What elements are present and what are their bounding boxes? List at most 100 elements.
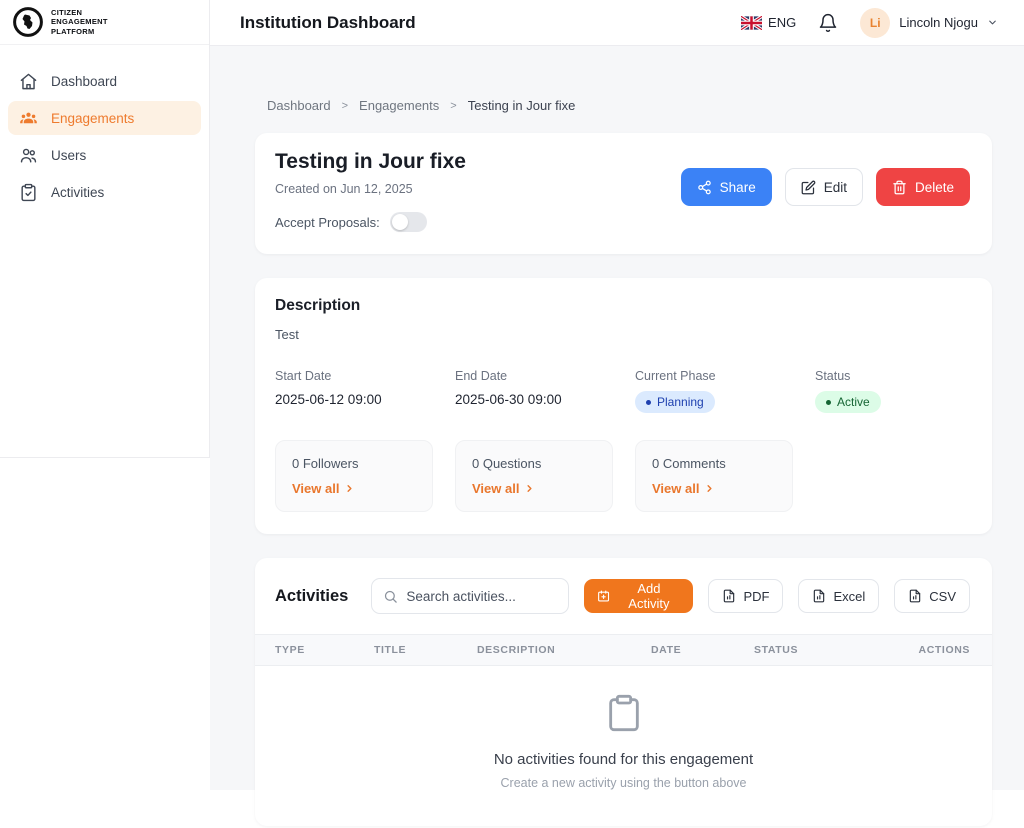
export-excel-button[interactable]: Excel [798, 579, 880, 613]
search-icon [385, 590, 398, 603]
empty-state: No activities found for this engagement … [255, 666, 992, 826]
language-label: ENG [768, 15, 797, 30]
column-header-description: DESCRIPTION [477, 644, 556, 656]
home-icon [20, 73, 37, 89]
phase-badge-label: Planning [657, 395, 704, 409]
stats-row: 0 Followers View all 0 Questions View al… [275, 440, 972, 512]
user-menu[interactable]: Li Lincoln Njogu [860, 7, 998, 38]
edit-button-label: Edit [823, 179, 847, 195]
followers-stat-box: 0 Followers View all [275, 440, 433, 512]
chevron-down-icon [989, 20, 996, 25]
end-date-label: End Date [455, 369, 508, 383]
end-date-field: End Date 2025-06-30 09:00 [455, 369, 635, 413]
export-pdf-button[interactable]: PDF [708, 579, 784, 613]
view-all-label: View all [472, 481, 520, 496]
avatar: Li [860, 7, 891, 38]
search-box [371, 578, 570, 614]
file-chart-icon [910, 589, 921, 603]
accept-proposals-toggle[interactable] [389, 212, 427, 232]
status-dot-icon [826, 399, 831, 405]
export-csv-button[interactable]: CSV [894, 579, 970, 613]
breadcrumb-engagements[interactable]: Engagements [359, 98, 440, 113]
calendar-plus-icon [598, 590, 610, 602]
engagement-title: Testing in Jour fixe [275, 150, 466, 173]
sidebar-item-label: Users [51, 147, 87, 163]
view-all-label: View all [292, 481, 340, 496]
page-title: Institution Dashboard [240, 12, 416, 32]
topbar-right: ENG Li Lincoln Njogu [741, 7, 998, 38]
questions-view-all-link[interactable]: View all [472, 481, 596, 496]
brand-text: CITIZEN ENGAGEMENT PLATFORM [51, 7, 108, 36]
status-field: Status Active [815, 369, 972, 413]
sidebar-item-dashboard[interactable]: Dashboard [8, 64, 201, 98]
column-header-date: DATE [651, 644, 682, 656]
content: Dashboard > Engagements > Testing in Jou… [210, 46, 1024, 826]
comments-view-all-link[interactable]: View all [652, 481, 776, 496]
breadcrumb-dashboard[interactable]: Dashboard [267, 98, 331, 113]
uk-flag-icon [741, 15, 763, 30]
share-button[interactable]: Share [680, 168, 772, 206]
activities-table-header: TYPE TITLE DESCRIPTION DATE STATUS ACTIO… [255, 634, 992, 666]
clipboard-icon [608, 694, 639, 732]
end-date-value: 2025-06-30 09:00 [455, 392, 562, 407]
phase-dot-icon [646, 399, 651, 405]
start-date-value: 2025-06-12 09:00 [275, 392, 382, 407]
start-date-label: Start Date [275, 369, 332, 383]
engagement-header-card: Testing in Jour fixe Created on Jun 12, … [255, 133, 992, 254]
chevron-right-icon [707, 485, 713, 492]
add-activity-button[interactable]: Add Activity [584, 579, 694, 613]
delete-button-label: Delete [914, 179, 954, 195]
empty-state-title: No activities found for this engagement [493, 751, 754, 768]
questions-count: 0 Questions [472, 456, 542, 471]
delete-button[interactable]: Delete [875, 168, 970, 206]
export-excel-label: Excel [833, 588, 866, 604]
description-body: Test [275, 327, 299, 342]
sidebar-item-label: Activities [51, 184, 105, 200]
people-group-icon [20, 112, 37, 123]
sidebar: CITIZEN ENGAGEMENT PLATFORM Dashboard En… [0, 0, 210, 458]
chevron-right-icon [347, 485, 353, 492]
topbar: Institution Dashboard ENG Li Lincoln Njo… [210, 0, 1024, 46]
add-activity-label: Add Activity [628, 581, 670, 611]
activities-heading: Activities [275, 586, 349, 605]
breadcrumb-separator: > [450, 99, 457, 112]
sidebar-item-users[interactable]: Users [8, 138, 201, 172]
chevron-right-icon [527, 485, 533, 492]
followers-count: 0 Followers [292, 456, 359, 471]
followers-view-all-link[interactable]: View all [292, 481, 416, 496]
view-all-label: View all [652, 481, 700, 496]
engagement-actions: Share Edit Delete [680, 168, 970, 206]
sidebar-item-label: Dashboard [51, 73, 118, 89]
breadcrumb-separator: > [341, 99, 349, 112]
engagement-fields: Start Date 2025-06-12 09:00 End Date 202… [275, 369, 972, 413]
sidebar-nav: Dashboard Engagements Users Activities [0, 45, 209, 209]
sidebar-item-engagements[interactable]: Engagements [8, 101, 201, 135]
edit-button[interactable]: Edit [784, 168, 863, 206]
empty-state-subtitle: Create a new activity using the button a… [500, 776, 747, 790]
column-header-actions: ACTIONS [918, 644, 970, 656]
notifications-button[interactable] [818, 13, 838, 33]
share-icon [697, 180, 711, 194]
questions-stat-box: 0 Questions View all [455, 440, 613, 512]
edit-icon [801, 180, 816, 194]
status-badge-label: Active [837, 395, 870, 409]
export-pdf-label: PDF [743, 588, 770, 604]
activities-card: Activities Add Activity PDF Excel [255, 558, 992, 826]
accept-proposals-label: Accept Proposals: [275, 214, 380, 230]
search-input[interactable] [406, 588, 558, 604]
start-date-field: Start Date 2025-06-12 09:00 [275, 369, 455, 413]
column-header-status: STATUS [754, 644, 799, 656]
engagement-created-date: Created on Jun 12, 2025 [275, 182, 413, 196]
clipboard-check-icon [21, 183, 36, 201]
share-button-label: Share [719, 179, 756, 195]
breadcrumb-current: Testing in Jour fixe [467, 98, 576, 113]
language-switcher[interactable]: ENG [741, 15, 796, 30]
comments-stat-box: 0 Comments View all [635, 440, 793, 512]
column-header-type: TYPE [275, 644, 305, 656]
sidebar-item-activities[interactable]: Activities [8, 175, 201, 209]
users-icon [20, 148, 37, 163]
comments-count: 0 Comments [652, 456, 726, 471]
activities-toolbar: Activities Add Activity PDF Excel [255, 578, 992, 634]
africa-logo-icon [13, 7, 43, 37]
